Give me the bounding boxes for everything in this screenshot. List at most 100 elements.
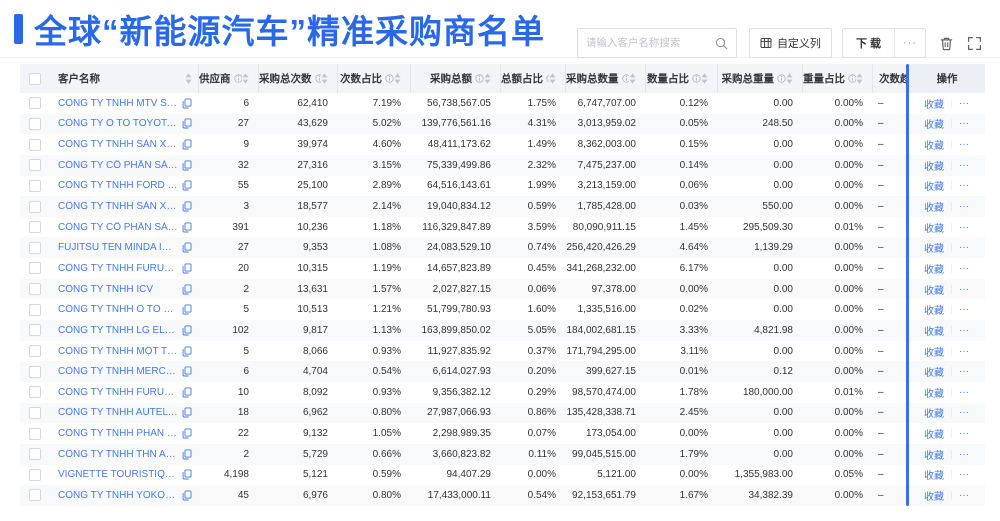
fullscreen-button[interactable] (967, 36, 982, 51)
info-icon[interactable] (385, 74, 394, 83)
suppliers-count[interactable]: 27 (237, 118, 249, 130)
copy-icon[interactable] (182, 325, 192, 336)
copy-icon[interactable] (182, 407, 192, 418)
favorite-link[interactable]: 收藏 (923, 264, 944, 276)
copy-icon[interactable] (182, 201, 192, 212)
suppliers-count[interactable]: 45 (237, 489, 249, 501)
purchase-times[interactable]: 13,631 (297, 283, 328, 295)
row-more-button[interactable]: ··· (959, 366, 969, 378)
suppliers-count[interactable]: 2 (243, 448, 249, 460)
customer-name-link[interactable]: CÔNG TY TNHH MỘT THÀNH V... (58, 345, 178, 357)
row-checkbox[interactable] (29, 117, 41, 130)
copy-icon[interactable] (182, 366, 192, 377)
customize-columns-button[interactable]: 自定义列 (748, 28, 832, 58)
favorite-link[interactable]: 收藏 (923, 368, 944, 380)
row-more-button[interactable]: ··· (959, 139, 969, 151)
copy-icon[interactable] (182, 118, 192, 129)
purchase-times[interactable]: 10,315 (297, 262, 328, 274)
row-checkbox[interactable] (29, 365, 41, 378)
copy-icon[interactable] (182, 242, 192, 253)
row-checkbox[interactable] (29, 179, 41, 192)
purchase-times[interactable]: 8,092 (302, 386, 328, 398)
info-icon[interactable] (848, 74, 856, 83)
favorite-link[interactable]: 收藏 (923, 326, 944, 338)
purchase-times[interactable]: 10,513 (297, 304, 328, 316)
favorite-link[interactable]: 收藏 (923, 182, 944, 194)
customer-name-link[interactable]: CÔNG TY TNHH FURUKAWA A... (58, 262, 178, 274)
row-more-button[interactable]: ··· (959, 345, 969, 357)
copy-icon[interactable] (182, 263, 192, 274)
row-more-button[interactable]: ··· (959, 283, 969, 295)
favorite-link[interactable]: 收藏 (923, 450, 944, 462)
customer-name-link[interactable]: CÔNG TY TNHH YOKOWO VIỆT... (58, 489, 178, 501)
row-more-button[interactable]: ··· (959, 180, 969, 192)
info-icon[interactable] (777, 74, 786, 83)
customer-name-link[interactable]: CÔNG TY TNHH SẢN XUẤT VÀ ... (58, 139, 178, 151)
customer-name-link[interactable]: CÔNG TY TNHH AUTEL VIỆT N... (58, 407, 178, 419)
copy-icon[interactable] (182, 160, 192, 171)
row-more-button[interactable]: ··· (959, 242, 969, 254)
row-checkbox[interactable] (29, 345, 41, 357)
favorite-link[interactable]: 收藏 (923, 203, 944, 215)
purchase-times[interactable]: 5,729 (302, 448, 328, 460)
purchase-times[interactable]: 6,962 (302, 407, 328, 419)
row-more-button[interactable]: ··· (959, 324, 969, 336)
sort-icons[interactable] (786, 73, 793, 84)
row-checkbox[interactable] (29, 97, 41, 110)
copy-icon[interactable] (182, 180, 192, 191)
suppliers-count[interactable]: 5 (243, 304, 249, 316)
sort-icons[interactable] (629, 73, 636, 84)
sort-icons[interactable] (242, 73, 249, 84)
row-more-button[interactable]: ··· (959, 221, 969, 233)
copy-icon[interactable] (182, 449, 192, 460)
row-more-button[interactable]: ··· (959, 428, 969, 440)
row-checkbox[interactable] (29, 468, 41, 481)
copy-icon[interactable] (182, 428, 192, 439)
row-checkbox[interactable] (29, 262, 41, 275)
trash-button[interactable] (939, 36, 954, 51)
row-checkbox[interactable] (29, 448, 41, 461)
suppliers-count[interactable]: 6 (243, 97, 249, 109)
customer-name-link[interactable]: CÔNG TY TNHH FURUKAWA A... (58, 386, 178, 398)
row-checkbox[interactable] (29, 241, 41, 254)
row-checkbox[interactable] (29, 138, 41, 151)
row-more-button[interactable]: ··· (959, 262, 969, 274)
vertical-scrollbar-thumb[interactable] (906, 64, 909, 506)
favorite-link[interactable]: 收藏 (923, 223, 944, 235)
copy-icon[interactable] (182, 222, 192, 233)
purchase-times[interactable]: 9,132 (302, 428, 328, 440)
favorite-link[interactable]: 收藏 (923, 471, 944, 483)
suppliers-count[interactable]: 32 (237, 159, 249, 171)
copy-icon[interactable] (182, 387, 192, 398)
purchase-times[interactable]: 25,100 (297, 180, 328, 192)
download-more-button[interactable]: ··· (894, 29, 925, 57)
purchase-times[interactable]: 5,121 (302, 469, 328, 481)
purchase-times[interactable]: 27,316 (297, 159, 328, 171)
favorite-link[interactable]: 收藏 (923, 120, 944, 132)
purchase-times[interactable]: 6,976 (302, 489, 328, 501)
suppliers-count[interactable]: 27 (237, 242, 249, 254)
purchase-times[interactable]: 39,974 (297, 139, 328, 151)
favorite-link[interactable]: 收藏 (923, 141, 944, 153)
customer-name-link[interactable]: CÔNG TY CỔ PHẦN SẢN XUẤT... (58, 221, 178, 233)
row-more-button[interactable]: ··· (959, 201, 969, 213)
sort-icons[interactable] (484, 73, 491, 84)
row-checkbox[interactable] (29, 324, 41, 337)
purchase-times[interactable]: 9,817 (302, 324, 328, 336)
suppliers-count[interactable]: 55 (237, 180, 249, 192)
sort-icons[interactable] (549, 73, 556, 84)
row-checkbox[interactable] (29, 283, 41, 296)
customer-name-link[interactable]: CÔNG TY TNHH MTV SẢN XUẤ... (58, 97, 178, 109)
favorite-link[interactable]: 收藏 (923, 409, 944, 421)
info-icon[interactable] (233, 74, 242, 83)
row-more-button[interactable]: ··· (959, 489, 969, 501)
copy-icon[interactable] (182, 98, 192, 109)
sort-icons[interactable] (856, 73, 863, 84)
row-more-button[interactable]: ··· (959, 386, 969, 398)
favorite-link[interactable]: 收藏 (923, 347, 944, 359)
favorite-link[interactable]: 收藏 (923, 161, 944, 173)
favorite-link[interactable]: 收藏 (923, 388, 944, 400)
customer-name-link[interactable]: CÔNG TY TNHH SẢN XUẤT VÀ ... (58, 201, 178, 213)
customer-name-link[interactable]: CÔNG TY TNHH LG ELECTRON... (58, 324, 178, 336)
row-checkbox[interactable] (29, 386, 41, 399)
